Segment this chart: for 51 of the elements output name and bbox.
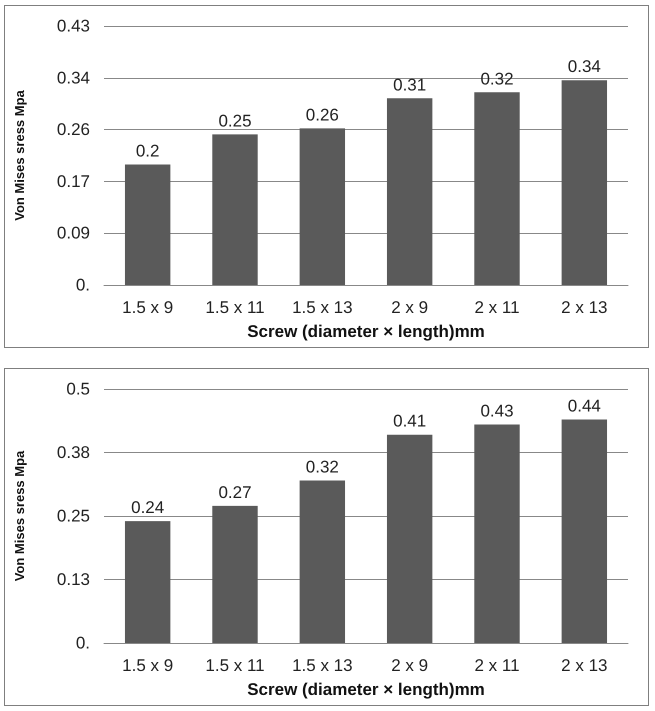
x-tick-label: 1.5 x 9 [122,656,174,675]
y-tick-label: 0.25 [56,506,90,526]
y-tick-label: 0.09 [56,224,90,243]
x-tick-label: 1.5 x 13 [292,656,353,675]
x-tick-label: 2 x 9 [391,298,428,317]
x-tick-label: 2 x 13 [561,298,608,317]
data-label: 0.41 [393,412,426,431]
y-tick-label: 0.13 [56,570,90,589]
bar [474,424,520,643]
bar [562,419,608,643]
y-tick-label: 0.34 [56,68,90,88]
x-axis-title: Screw (diameter × length)mm [247,680,485,699]
y-axis-title: Von Mises sress Mpa [12,89,27,221]
x-tick-label: 2 x 13 [561,656,608,675]
data-label: 0.25 [218,111,252,130]
data-label: 0.2 [136,142,160,161]
bar [212,134,258,285]
y-tick-label: 0.17 [56,172,90,191]
bar [300,480,346,643]
bar [386,434,432,643]
x-tick-label: 1.5 x 11 [205,298,265,317]
x-tick-label: 2 x 11 [474,656,520,675]
data-label: 0.27 [218,482,252,502]
x-tick-label: 1.5 x 11 [205,656,265,675]
y-tick-label: 0.38 [56,443,90,462]
y-tick-label: 0.26 [56,120,90,140]
data-label: 0.34 [568,57,601,76]
y-axis-title: Von Mises sress Mpa [12,450,27,582]
bar [300,128,346,285]
x-tick-label: 1.5 x 13 [292,298,353,317]
y-tick-label: 0. [76,634,90,652]
y-tick-label: 0. [76,276,90,294]
bar [386,98,432,285]
bar [562,80,608,285]
y-tick-label: 0.43 [56,16,90,36]
x-tick-label: 2 x 11 [474,298,520,317]
data-label: 0.31 [393,75,426,94]
x-tick-label: 2 x 9 [391,656,428,675]
data-label: 0.26 [306,105,339,124]
bar [474,92,520,285]
data-label: 0.32 [306,457,339,476]
bar [124,521,170,643]
y-tick-label: 0.5 [66,380,90,398]
data-label: 0.44 [568,396,601,416]
x-axis-title: Screw (diameter × length)mm [247,322,485,341]
bar [212,506,258,643]
data-label: 0.24 [131,498,164,518]
data-label: 0.32 [480,69,514,88]
data-label: 0.43 [480,402,514,421]
x-tick-label: 1.5 x 9 [122,298,174,317]
bar [124,164,170,285]
